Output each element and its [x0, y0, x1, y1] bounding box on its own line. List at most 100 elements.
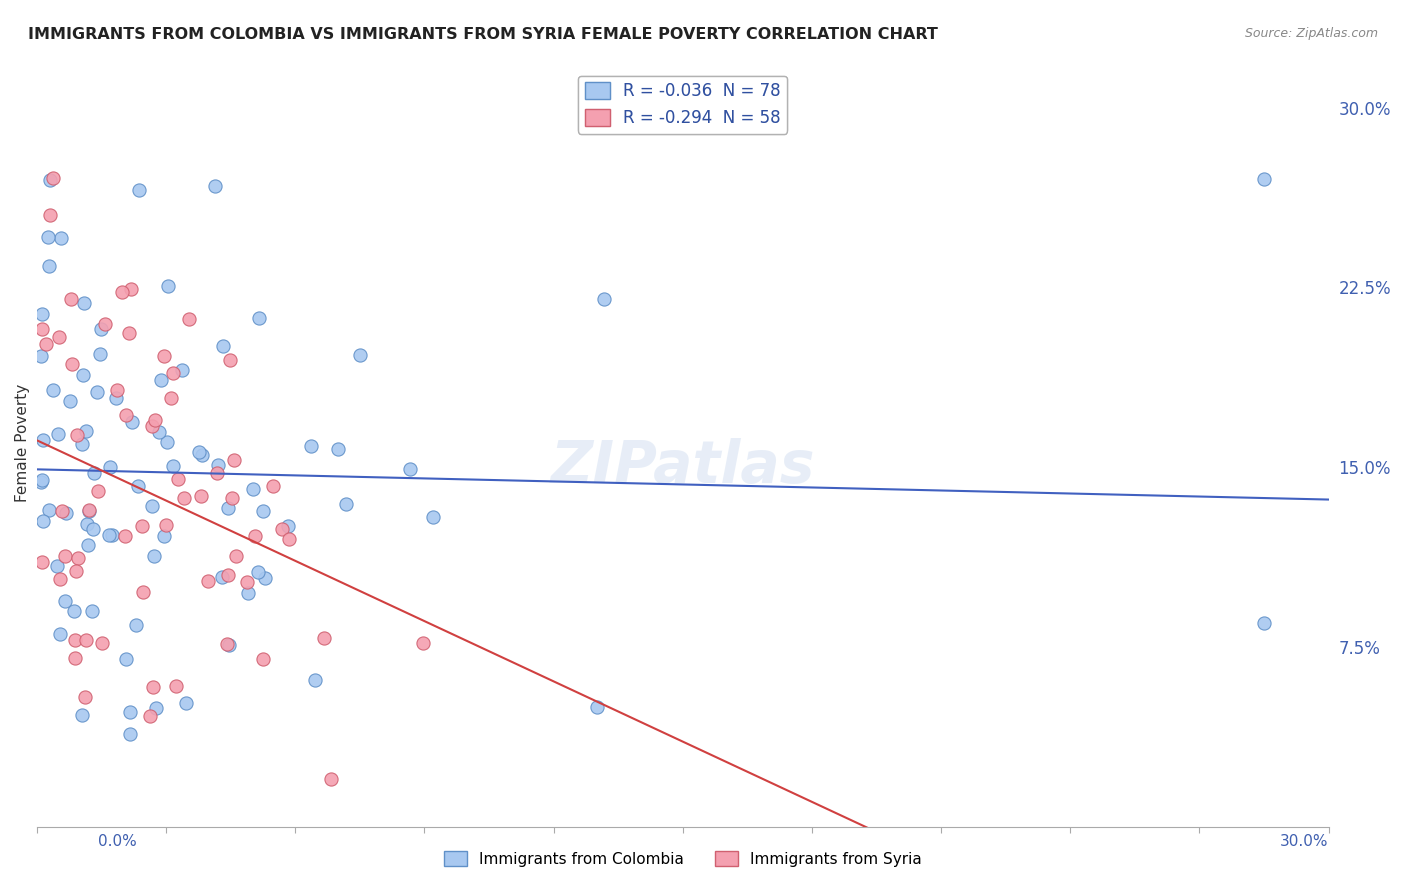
Point — [31, 307, 53, 321]
Point — [422, 510, 444, 524]
Point — [121, 415, 143, 429]
Point — [205, 466, 228, 480]
Point — [162, 458, 184, 473]
Point — [76, 538, 98, 552]
Point — [32, 433, 55, 447]
Point — [217, 567, 239, 582]
Point — [66, 428, 89, 442]
Point — [111, 285, 134, 299]
Point — [76, 517, 98, 532]
Point — [118, 326, 141, 340]
Point — [77, 504, 100, 518]
Point — [271, 522, 294, 536]
Point — [76, 632, 98, 647]
Point — [242, 482, 264, 496]
Point — [145, 700, 167, 714]
Text: ZIPatlas: ZIPatlas — [551, 438, 815, 495]
Point — [215, 637, 238, 651]
Point — [86, 384, 108, 399]
Point — [170, 363, 193, 377]
Point — [148, 425, 170, 440]
Point — [49, 230, 72, 244]
Legend: R = -0.036  N = 78, R = -0.294  N = 58: R = -0.036 N = 78, R = -0.294 N = 58 — [578, 76, 787, 134]
Point — [37, 230, 59, 244]
Point — [30, 475, 52, 490]
Point — [153, 349, 176, 363]
Point — [114, 529, 136, 543]
Point — [142, 680, 165, 694]
Point — [212, 339, 235, 353]
Point — [65, 565, 87, 579]
Point — [31, 556, 53, 570]
Point — [118, 706, 141, 720]
Point — [101, 528, 124, 542]
Point — [89, 347, 111, 361]
Point — [218, 353, 240, 368]
Point — [38, 259, 60, 273]
Point — [53, 549, 76, 563]
Point — [155, 517, 177, 532]
Point — [191, 448, 214, 462]
Point — [204, 178, 226, 193]
Point — [247, 310, 270, 325]
Point — [349, 348, 371, 362]
Point — [217, 500, 239, 515]
Point — [82, 522, 104, 536]
Point — [131, 518, 153, 533]
Point — [65, 651, 87, 665]
Point — [190, 489, 212, 503]
Point — [38, 172, 60, 186]
Point — [312, 631, 335, 645]
Point — [72, 368, 94, 382]
Point — [173, 491, 195, 505]
Point — [197, 574, 219, 589]
Point — [48, 572, 70, 586]
Point — [90, 322, 112, 336]
Point — [277, 519, 299, 533]
Point — [246, 565, 269, 579]
Point — [225, 549, 247, 563]
Point — [55, 506, 77, 520]
Point — [38, 209, 60, 223]
Point — [45, 558, 67, 573]
Point — [156, 434, 179, 449]
Point — [125, 618, 148, 632]
Point — [211, 570, 233, 584]
Point — [236, 574, 259, 589]
Point — [31, 474, 53, 488]
Point — [51, 504, 73, 518]
Point — [262, 479, 284, 493]
Point — [412, 636, 434, 650]
Point — [80, 604, 103, 618]
Point — [63, 632, 86, 647]
Point — [252, 652, 274, 666]
Point — [46, 426, 69, 441]
Point — [224, 452, 246, 467]
Point — [55, 593, 77, 607]
Point — [35, 337, 58, 351]
Point — [141, 418, 163, 433]
Point — [335, 497, 357, 511]
Point — [118, 726, 141, 740]
Point — [132, 585, 155, 599]
Point — [299, 439, 322, 453]
Point — [83, 466, 105, 480]
Text: 30.0%: 30.0% — [1281, 834, 1329, 849]
Point — [70, 708, 93, 723]
Point — [160, 391, 183, 405]
Point — [41, 384, 63, 398]
Point — [162, 366, 184, 380]
Point — [48, 330, 70, 344]
Point — [1253, 172, 1275, 186]
Point — [127, 479, 149, 493]
Point — [585, 700, 607, 714]
Point — [177, 311, 200, 326]
Point — [1253, 615, 1275, 630]
Point — [115, 408, 138, 422]
Point — [143, 412, 166, 426]
Y-axis label: Female Poverty: Female Poverty — [15, 384, 30, 502]
Point — [128, 184, 150, 198]
Point — [31, 514, 53, 528]
Point — [100, 459, 122, 474]
Point — [98, 528, 121, 542]
